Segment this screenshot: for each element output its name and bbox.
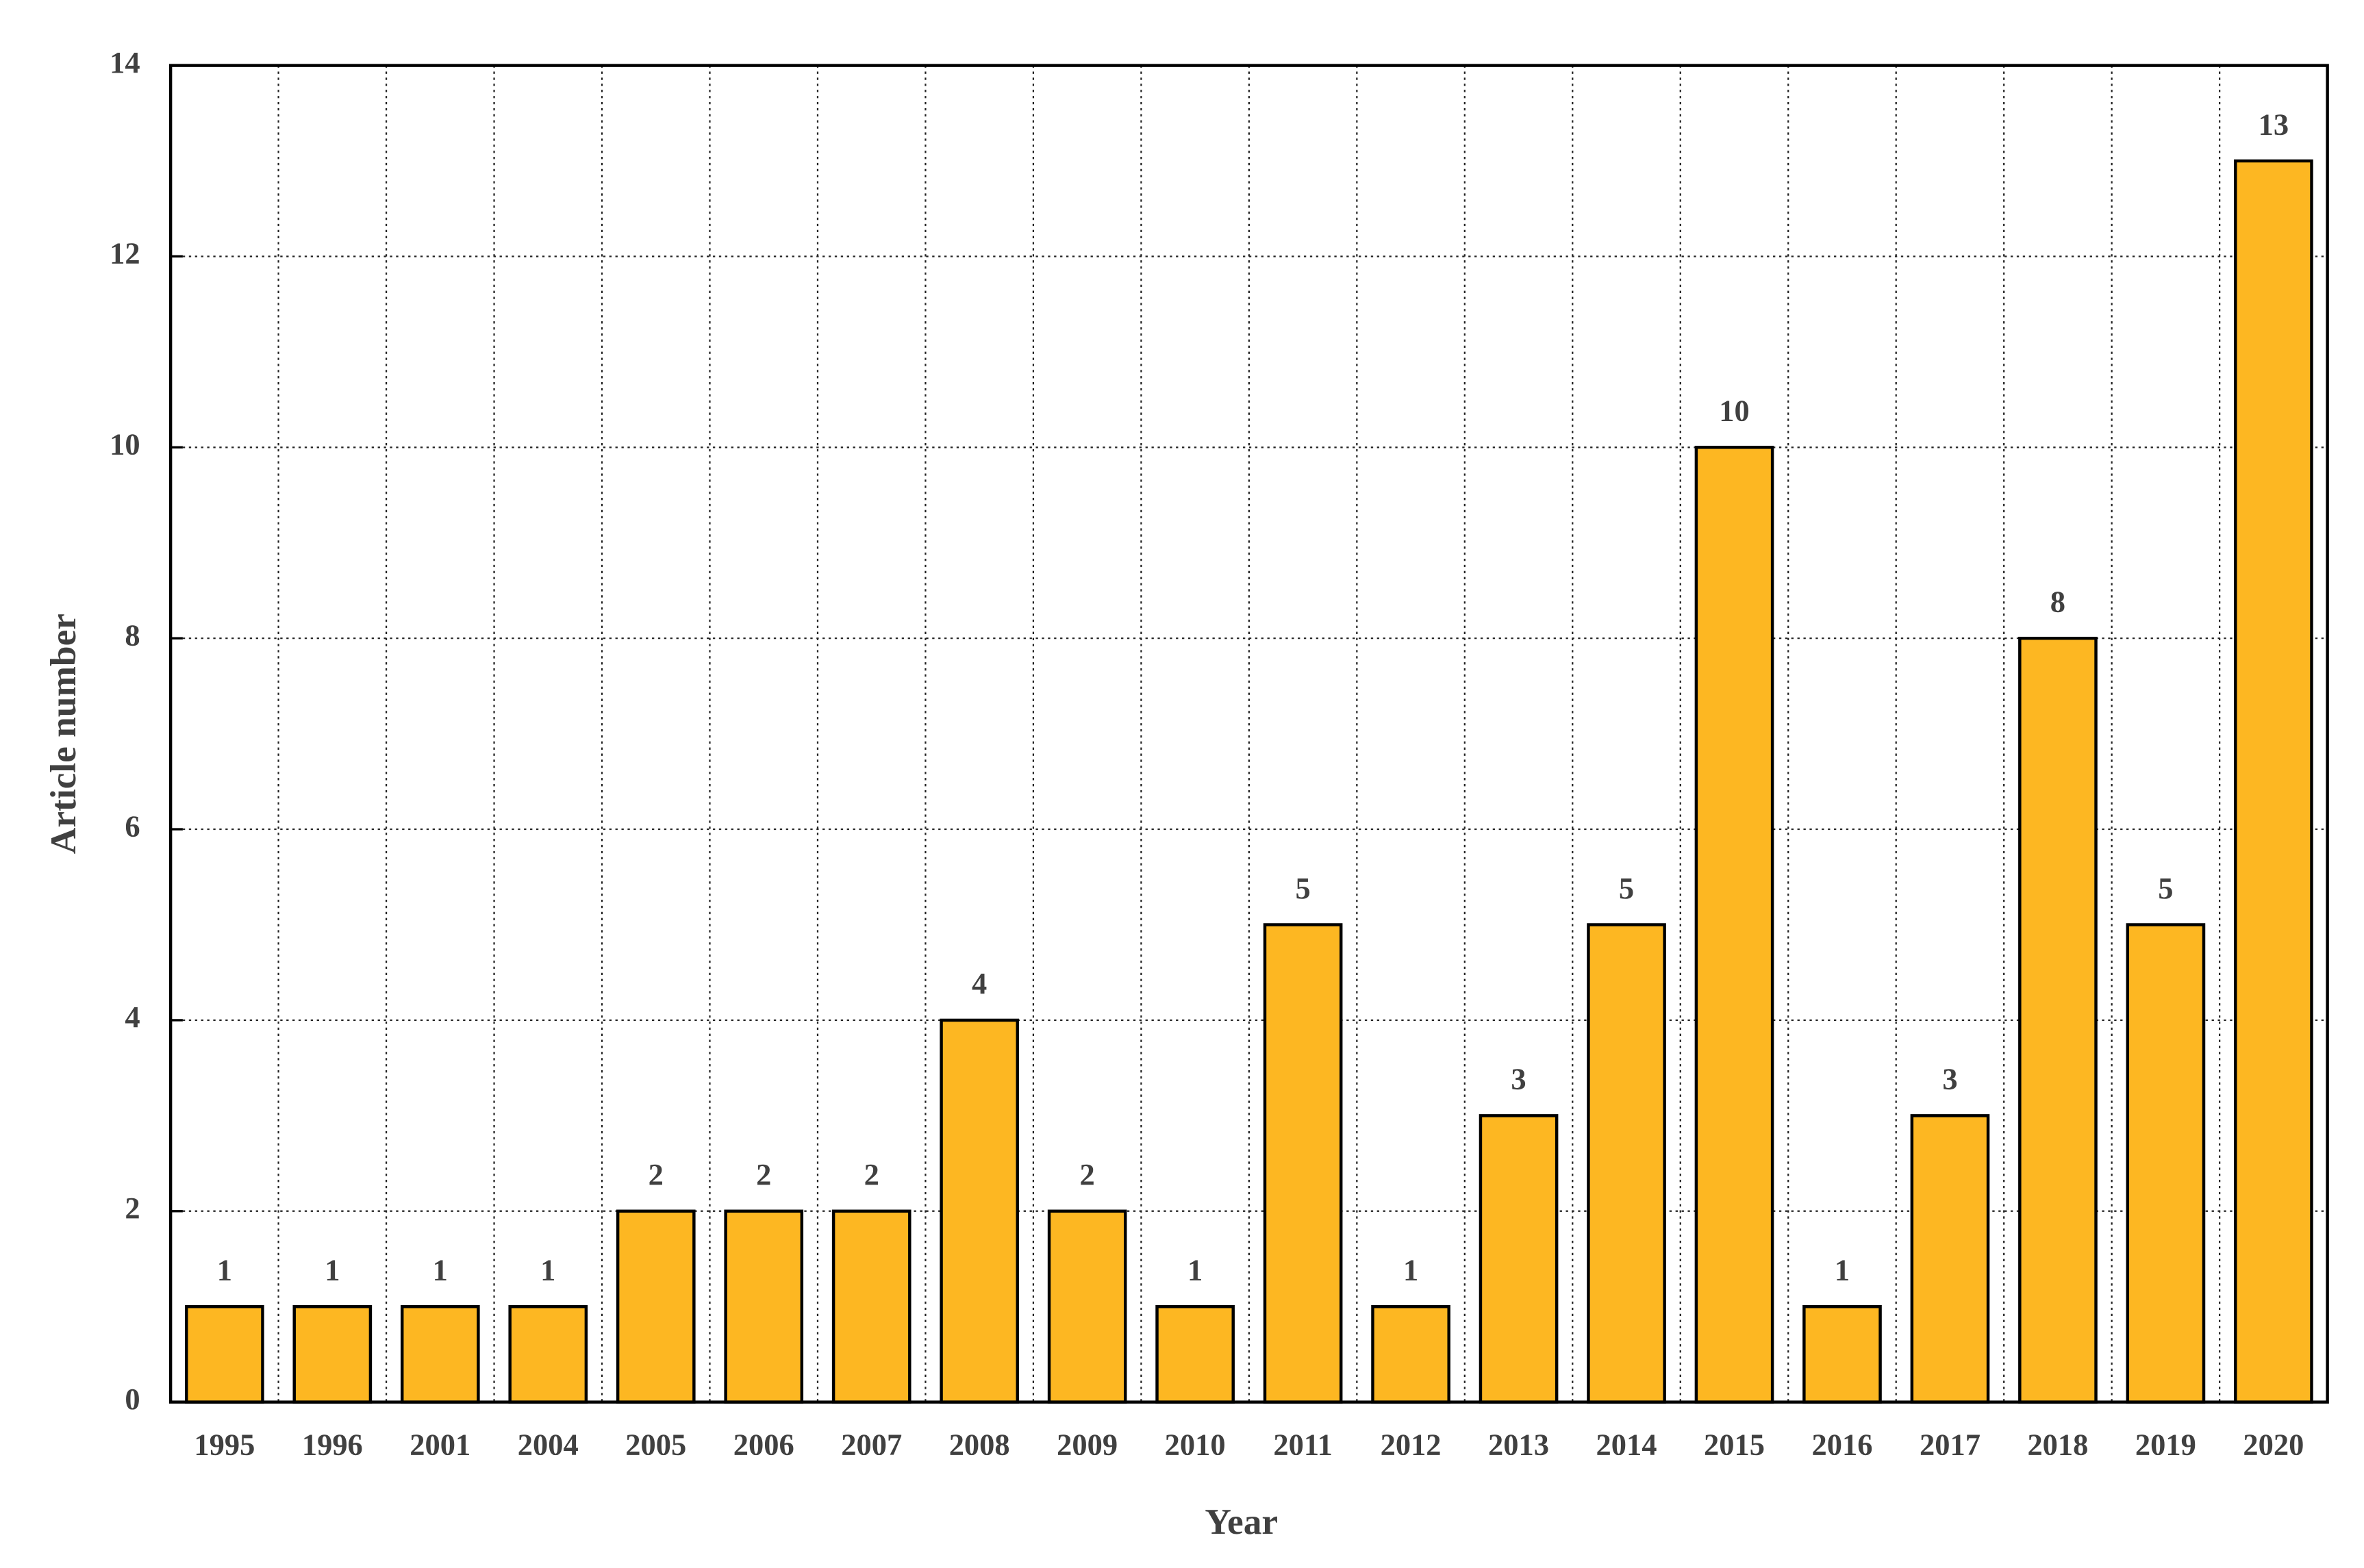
bar — [1263, 923, 1343, 1404]
bar — [831, 1209, 911, 1404]
data-label: 1 — [1835, 1253, 1850, 1287]
y-tick-label: 4 — [125, 1000, 140, 1034]
bar — [400, 1305, 480, 1404]
bar — [1694, 446, 1774, 1404]
bar — [1155, 1305, 1235, 1404]
data-label: 1 — [325, 1253, 340, 1287]
x-tick-label: 2014 — [1596, 1428, 1657, 1462]
y-tick-label: 10 — [110, 427, 140, 461]
x-tick-label: 2007 — [841, 1428, 902, 1462]
data-label: 2 — [864, 1157, 879, 1191]
data-label: 2 — [756, 1157, 771, 1191]
bar — [616, 1209, 696, 1404]
bar — [1047, 1209, 1127, 1404]
x-tick-label: 2012 — [1381, 1428, 1442, 1462]
x-tick-label: 1995 — [194, 1428, 255, 1462]
data-label: 1 — [217, 1253, 232, 1287]
x-axis-label: Year — [1205, 1501, 1278, 1542]
bar — [2018, 636, 2098, 1404]
bar — [1910, 1114, 1990, 1404]
data-label: 2 — [1080, 1157, 1095, 1191]
data-label: 10 — [1719, 394, 1749, 428]
y-tick-label: 12 — [110, 236, 140, 270]
plot-frame — [168, 64, 2329, 1404]
data-label: 1 — [1187, 1253, 1203, 1287]
bar — [1479, 1114, 1559, 1404]
x-tick-label: 2008 — [949, 1428, 1010, 1462]
bar — [508, 1305, 588, 1404]
data-label: 3 — [1511, 1062, 1526, 1096]
data-label: 13 — [2259, 107, 2289, 141]
x-tick-label: 2016 — [1812, 1428, 1873, 1462]
data-label: 2 — [649, 1157, 664, 1191]
x-tick-label: 2006 — [733, 1428, 794, 1462]
x-tick-label: 2019 — [2135, 1428, 2196, 1462]
data-label: 5 — [1295, 871, 1310, 905]
bar — [185, 1305, 264, 1404]
x-tick-label: 1996 — [302, 1428, 363, 1462]
x-tick-label: 2011 — [1273, 1428, 1333, 1462]
bar — [1587, 923, 1666, 1404]
x-tick-label: 2009 — [1057, 1428, 1118, 1462]
y-tick-label: 0 — [125, 1382, 140, 1416]
y-tick-label: 14 — [110, 45, 140, 79]
bar — [940, 1018, 1020, 1404]
bar — [1371, 1305, 1450, 1404]
data-label: 1 — [433, 1253, 448, 1287]
data-label: 5 — [2158, 871, 2173, 905]
data-label: 3 — [1942, 1062, 1957, 1096]
bar — [2234, 159, 2313, 1404]
y-tick-label: 6 — [125, 809, 140, 843]
y-tick-label: 8 — [125, 618, 140, 652]
x-tick-label: 2020 — [2243, 1428, 2304, 1462]
x-tick-label: 2005 — [625, 1428, 686, 1462]
x-tick-label: 2010 — [1165, 1428, 1226, 1462]
data-label: 1 — [540, 1253, 555, 1287]
data-label: 8 — [2050, 584, 2065, 618]
bar — [292, 1305, 373, 1404]
x-tick-label: 2001 — [410, 1428, 470, 1462]
y-axis-label: Article number — [42, 614, 84, 854]
data-label: 4 — [972, 966, 987, 1000]
x-tick-label: 2015 — [1704, 1428, 1765, 1462]
data-label: 5 — [1619, 871, 1634, 905]
x-tick-label: 2017 — [1920, 1428, 1981, 1462]
y-tick-label: 2 — [125, 1191, 140, 1225]
x-tick-label: 2004 — [518, 1428, 579, 1462]
bar — [2126, 923, 2206, 1404]
bar — [724, 1209, 804, 1404]
x-tick-label: 2013 — [1488, 1428, 1549, 1462]
bar — [1802, 1305, 1882, 1404]
data-label: 1 — [1403, 1253, 1418, 1287]
x-tick-label: 2018 — [2027, 1428, 2088, 1462]
